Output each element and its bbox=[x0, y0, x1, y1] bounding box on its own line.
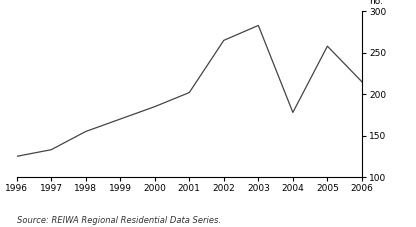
Text: no.: no. bbox=[369, 0, 383, 6]
Text: Source: REIWA Regional Residential Data Series.: Source: REIWA Regional Residential Data … bbox=[17, 216, 220, 225]
